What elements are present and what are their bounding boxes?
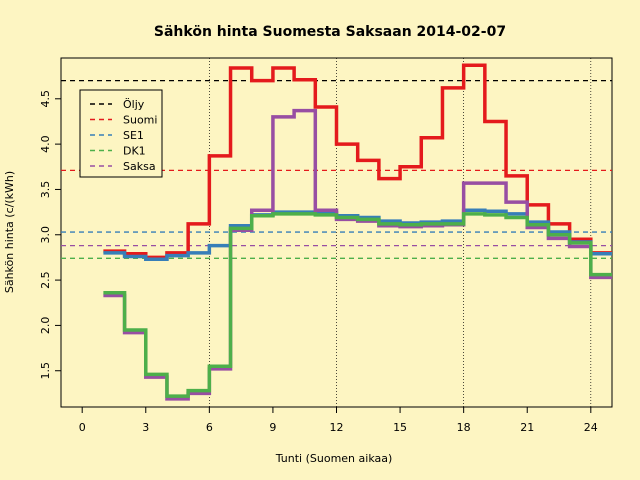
y-axis: 1.5 2.0 2.5 3.0 3.5 4.0 4.5 xyxy=(39,90,61,379)
x-tick-label: 9 xyxy=(269,421,276,434)
x-tick-label: 21 xyxy=(520,421,534,434)
x-axis: 0 3 6 9 12 15 18 21 24 xyxy=(79,407,598,434)
y-tick-label: 3.5 xyxy=(39,181,52,199)
legend-label: Saksa xyxy=(123,160,156,173)
y-tick-label: 4.0 xyxy=(39,135,52,153)
y-axis-label: Sähkön hinta (c/(kWh) xyxy=(3,171,16,293)
x-tick-label: 18 xyxy=(457,421,471,434)
x-tick-label: 15 xyxy=(393,421,407,434)
x-tick-label: 0 xyxy=(79,421,86,434)
legend: Öljy Suomi SE1 DK1 Saksa xyxy=(79,89,163,178)
x-tick-label: 24 xyxy=(584,421,598,434)
series-line xyxy=(103,63,612,260)
chart-title: Sähkön hinta Suomesta Saksaan 2014-02-07 xyxy=(154,24,506,40)
legend-label: DK1 xyxy=(123,145,146,158)
series-line xyxy=(103,212,612,398)
y-tick-label: 2.0 xyxy=(39,317,52,335)
x-axis-label: Tunti (Suomen aikaa) xyxy=(275,452,393,465)
series-lines xyxy=(103,63,612,401)
y-tick-label: 1.5 xyxy=(39,362,52,380)
legend-label: Öljy xyxy=(123,98,145,111)
legend-label: Suomi xyxy=(123,114,157,127)
x-tick-label: 6 xyxy=(206,421,213,434)
y-tick-label: 4.5 xyxy=(39,90,52,108)
x-tick-label: 12 xyxy=(330,421,344,434)
y-tick-label: 2.5 xyxy=(39,271,52,289)
y-tick-label: 3.0 xyxy=(39,226,52,244)
x-tick-label: 3 xyxy=(142,421,149,434)
legend-label: SE1 xyxy=(123,129,144,142)
